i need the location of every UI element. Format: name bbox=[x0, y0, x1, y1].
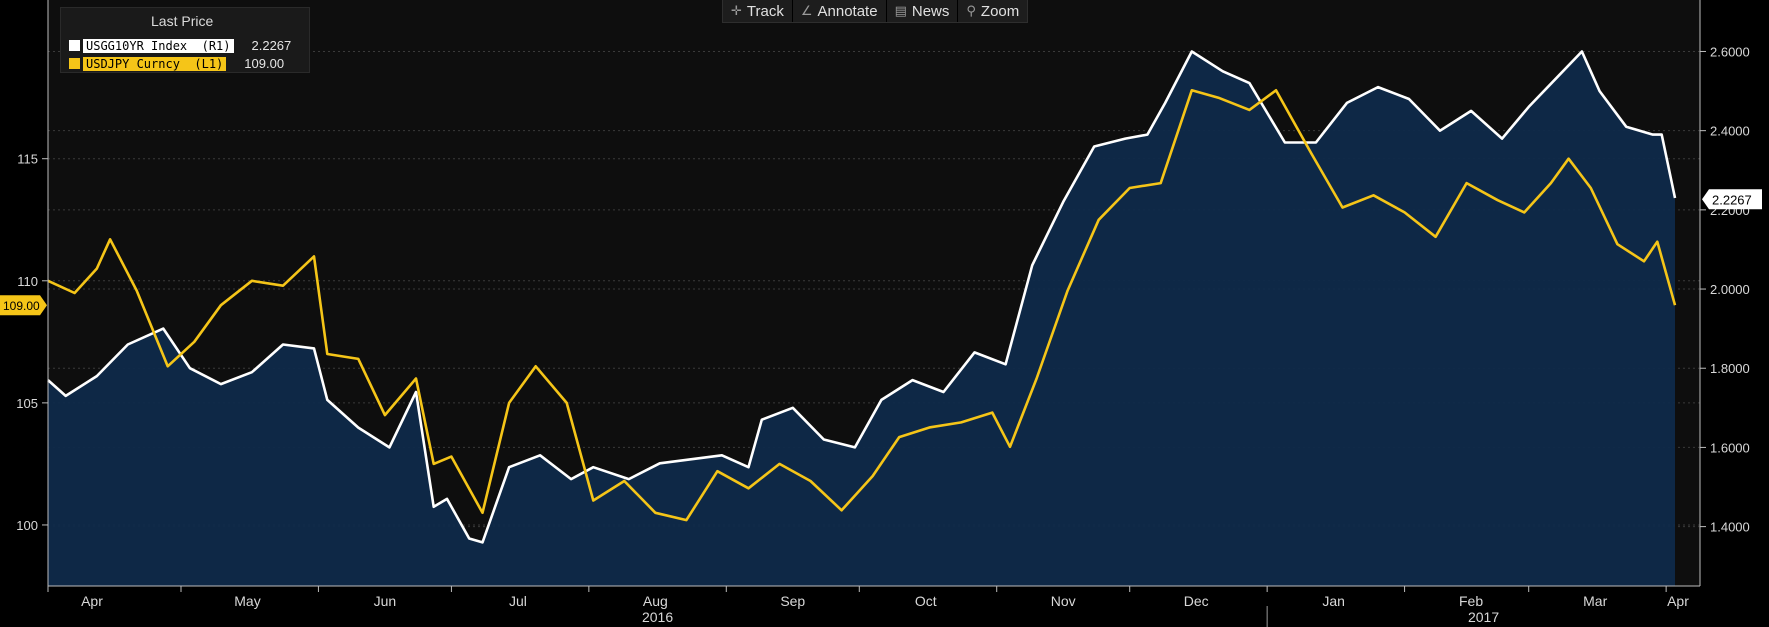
news-label: News bbox=[911, 2, 950, 20]
year-label-2017: 2017 bbox=[1468, 609, 1499, 625]
year-label-2016: 2016 bbox=[642, 609, 673, 625]
tick-label-right-1.8000: 1.8000 bbox=[1710, 361, 1750, 376]
x-axis-ticks: Apr May Jun Jul Aug Sep Oct Nov Dec Jan Feb Mar Apr 2… bbox=[47, 586, 1689, 627]
month-label-apr-12: Apr bbox=[1667, 593, 1689, 609]
series-lines bbox=[47, 50, 1677, 544]
area-fills bbox=[48, 51, 1675, 586]
legend-box[interactable]: Last Price USGG10YR Index (R1) 2.2267 US… bbox=[60, 7, 310, 73]
yellow-swatch-icon bbox=[69, 58, 80, 69]
zoom-button[interactable]: ⚲ Zoom bbox=[958, 0, 1027, 22]
month-label-may-1: May bbox=[234, 593, 260, 609]
series-line-0 bbox=[47, 50, 1677, 544]
tick-label-left-100: 100 bbox=[16, 518, 38, 533]
month-label-jun-2: Jun bbox=[374, 593, 397, 609]
white-swatch-icon bbox=[69, 40, 80, 51]
chart-toolbar: ✛ Track ∠ Annotate ▤ News ⚲ Zoom bbox=[722, 0, 1029, 23]
legend-name-us10yr: USGG10YR Index (R1) bbox=[83, 38, 234, 53]
zoom-label: Zoom bbox=[980, 2, 1020, 20]
track-button[interactable]: ✛ Track bbox=[723, 0, 793, 22]
tick-label-left-110: 110 bbox=[17, 274, 38, 289]
x-axis-band bbox=[0, 587, 1769, 627]
tick-label-left-115: 115 bbox=[17, 152, 38, 167]
left-axis-ticks: 100 105 110 115 bbox=[16, 152, 48, 533]
legend-title: Last Price bbox=[151, 13, 214, 29]
right-axis-ticks: 1.40001.60001.80002.00002.20002.40002.60… bbox=[1700, 44, 1750, 535]
last-label-left: 109.00 bbox=[3, 299, 40, 313]
crosshair-icon: ✛ bbox=[731, 3, 742, 18]
month-label-jan-9: Jan bbox=[1322, 593, 1345, 609]
legend-entry-us10yr[interactable]: USGG10YR Index (R1) 2.2267 bbox=[69, 37, 291, 54]
last-label-right: 2.2267 bbox=[1712, 192, 1752, 207]
month-label-apr-0: Apr bbox=[81, 593, 103, 609]
month-label-aug-4: Aug bbox=[643, 593, 668, 609]
series-line-1 bbox=[47, 89, 1677, 522]
legend-entry-usdjpy[interactable]: USDJPY Curncy (L1) 109.00 bbox=[69, 55, 284, 72]
tick-label-left-105: 105 bbox=[16, 396, 38, 411]
pencil-icon: ∠ bbox=[800, 3, 813, 18]
month-label-mar-11: Mar bbox=[1583, 593, 1607, 609]
month-label-oct-6: Oct bbox=[915, 593, 937, 609]
tick-label-right-1.6000: 1.6000 bbox=[1710, 440, 1750, 455]
legend-value-usdjpy: 109.00 bbox=[244, 56, 285, 71]
last-label-box-right bbox=[1702, 189, 1762, 210]
annotate-label: Annotate bbox=[817, 2, 878, 20]
track-label: Track bbox=[746, 2, 784, 20]
tick-label-right-2.6000: 2.6000 bbox=[1710, 44, 1750, 59]
area-fill-series-0 bbox=[48, 51, 1675, 586]
month-label-dec-8: Dec bbox=[1184, 593, 1209, 609]
news-icon: ▤ bbox=[894, 3, 907, 18]
news-button[interactable]: ▤ News bbox=[887, 0, 959, 22]
legend-name-usdjpy: USDJPY Curncy (L1) bbox=[83, 56, 227, 71]
month-label-feb-10: Feb bbox=[1459, 593, 1483, 609]
tick-label-right-1.4000: 1.4000 bbox=[1710, 520, 1750, 535]
last-value-labels: 2.2267 109.00 bbox=[0, 189, 1762, 316]
month-label-jul-3: Jul bbox=[509, 593, 527, 609]
month-label-nov-7: Nov bbox=[1051, 593, 1076, 609]
annotate-button[interactable]: ∠ Annotate bbox=[793, 0, 887, 22]
legend-value-us10yr: 2.2267 bbox=[251, 38, 292, 53]
magnifier-icon: ⚲ bbox=[966, 3, 976, 18]
last-label-box-left bbox=[0, 295, 47, 316]
tick-label-right-2.0000: 2.0000 bbox=[1710, 282, 1750, 297]
tick-label-right-2.4000: 2.4000 bbox=[1710, 124, 1750, 139]
month-label-sep-5: Sep bbox=[780, 593, 805, 609]
